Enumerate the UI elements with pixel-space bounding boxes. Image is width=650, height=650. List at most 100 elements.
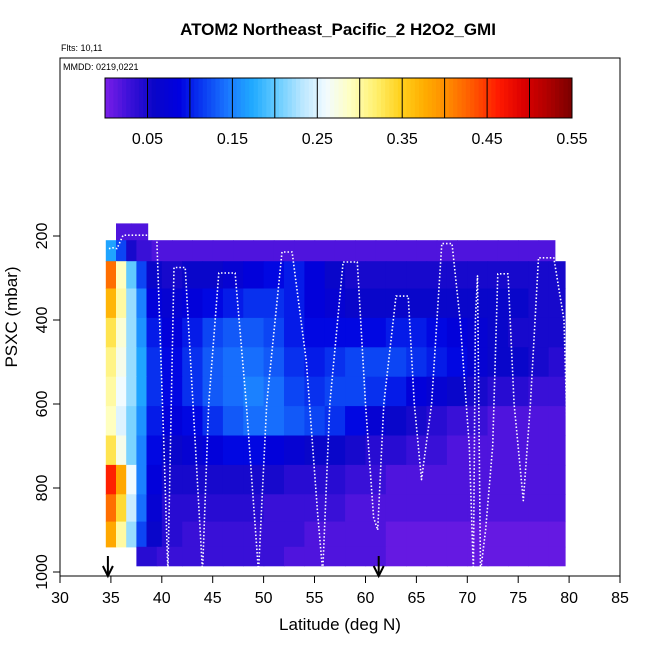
colorbar-segment xyxy=(189,78,195,118)
heatmap-cell xyxy=(202,317,224,348)
heatmap-cell xyxy=(385,546,407,567)
colorbar-tick-label: 0.15 xyxy=(217,131,248,148)
colorbar-segment xyxy=(555,78,560,118)
colorbar-segment xyxy=(491,78,496,118)
heatmap-cell xyxy=(202,288,224,319)
heatmap-cell xyxy=(222,521,244,548)
colorbar-segment xyxy=(533,78,539,118)
heatmap-cell xyxy=(161,435,183,466)
heatmap-cell xyxy=(385,406,407,437)
heatmap-cell xyxy=(202,406,224,437)
heatmap-cell xyxy=(304,464,326,495)
heatmap-cell xyxy=(446,435,468,466)
heatmap-cell xyxy=(105,317,117,348)
heatmap-cell xyxy=(284,317,305,348)
colorbar-segment xyxy=(385,78,390,118)
colorbar-tick-label: 0.05 xyxy=(132,131,163,148)
colorbar-segment xyxy=(393,78,399,118)
colorbar-segment xyxy=(138,78,144,118)
heatmap-cell xyxy=(385,347,407,378)
dates-label: MMDD: 0219,0221 xyxy=(63,62,139,72)
colorbar-segment xyxy=(431,78,437,118)
colorbar-segment xyxy=(453,78,458,118)
heatmap-cell xyxy=(426,406,448,437)
colorbar-segment xyxy=(185,78,191,118)
colorbar-segment xyxy=(151,78,157,118)
colorbar-segment xyxy=(126,78,131,118)
heatmap-cell xyxy=(284,546,305,567)
heatmap-cell xyxy=(202,347,224,378)
heatmap-cell xyxy=(126,521,137,548)
heatmap-cell xyxy=(116,347,127,378)
heatmap-cell xyxy=(136,494,148,523)
heatmap-cell xyxy=(263,435,285,466)
x-tick-label: 50 xyxy=(255,590,273,607)
x-tick-label: 40 xyxy=(153,590,171,607)
colorbar-segment xyxy=(376,78,382,118)
heatmap-cell xyxy=(136,240,153,262)
colorbar-segment xyxy=(563,78,569,118)
heatmap-cell xyxy=(345,261,367,290)
heatmap-cell xyxy=(146,376,163,407)
heatmap-cell xyxy=(426,464,448,495)
colorbar-segment xyxy=(389,78,395,118)
heatmap-cell xyxy=(345,317,367,348)
heatmap-cell xyxy=(222,406,244,437)
x-axis-label: Latitude (deg N) xyxy=(279,615,401,634)
colorbar-segment xyxy=(330,78,335,118)
heatmap-cell xyxy=(548,288,566,319)
colorbar-segment xyxy=(117,78,123,118)
x-tick-label: 80 xyxy=(560,590,578,607)
colorbar-segment xyxy=(474,78,479,118)
colorbar-segment xyxy=(313,78,318,118)
heatmap-cell xyxy=(136,347,148,378)
heatmap-cell xyxy=(508,376,529,407)
colorbar-segment xyxy=(143,78,148,118)
colorbar-segment xyxy=(470,78,475,118)
heatmap-cell xyxy=(385,288,407,319)
colorbar-segment xyxy=(270,78,276,118)
heatmap-cell xyxy=(126,464,137,495)
heatmap-cell xyxy=(324,546,346,567)
colorbar-segment xyxy=(423,78,429,118)
colorbar-segment xyxy=(206,78,212,118)
x-tick-label: 75 xyxy=(509,590,527,607)
heatmap-cell xyxy=(192,240,214,262)
x-tick-label: 65 xyxy=(408,590,426,607)
heatmap-cell xyxy=(385,317,407,348)
colorbar-segment xyxy=(465,78,471,118)
heatmap-cell xyxy=(304,317,326,348)
heatmap-cell xyxy=(334,240,356,262)
heatmap-cell xyxy=(222,494,244,523)
colorbar-segment xyxy=(257,78,263,118)
heatmap-cell xyxy=(182,317,204,348)
colorbar-segment xyxy=(300,78,305,118)
heatmap-cell xyxy=(365,376,387,407)
heatmap-cell xyxy=(426,435,448,466)
heatmap-cell xyxy=(508,347,529,378)
heatmap-cell xyxy=(548,347,566,378)
heatmap-cell xyxy=(126,240,137,262)
heatmap-cell xyxy=(446,464,468,495)
y-axis: 200 400 600 800 1000 xyxy=(34,223,61,590)
colorbar-segment xyxy=(550,78,556,118)
heatmap-cell xyxy=(406,347,428,378)
heatmap-cell xyxy=(508,261,529,290)
colorbar-segment xyxy=(287,78,293,118)
heatmap-cell xyxy=(222,376,244,407)
heatmap-cell xyxy=(243,261,265,290)
heatmap-cell xyxy=(528,406,550,437)
heatmap-cell xyxy=(146,494,163,523)
heatmap-cell xyxy=(324,347,346,378)
colorbar-segment xyxy=(211,78,216,118)
colorbar-segment xyxy=(113,78,119,118)
heatmap-cell xyxy=(182,494,204,523)
heatmap-cell xyxy=(131,223,149,241)
heatmap-cell xyxy=(263,406,285,437)
heatmap-cell xyxy=(426,288,448,319)
heatmap-cell xyxy=(528,464,550,495)
heatmap-cell xyxy=(385,521,407,548)
heatmap-cell xyxy=(284,521,305,548)
colorbar-segment xyxy=(296,78,301,118)
heatmap-cell xyxy=(182,288,204,319)
